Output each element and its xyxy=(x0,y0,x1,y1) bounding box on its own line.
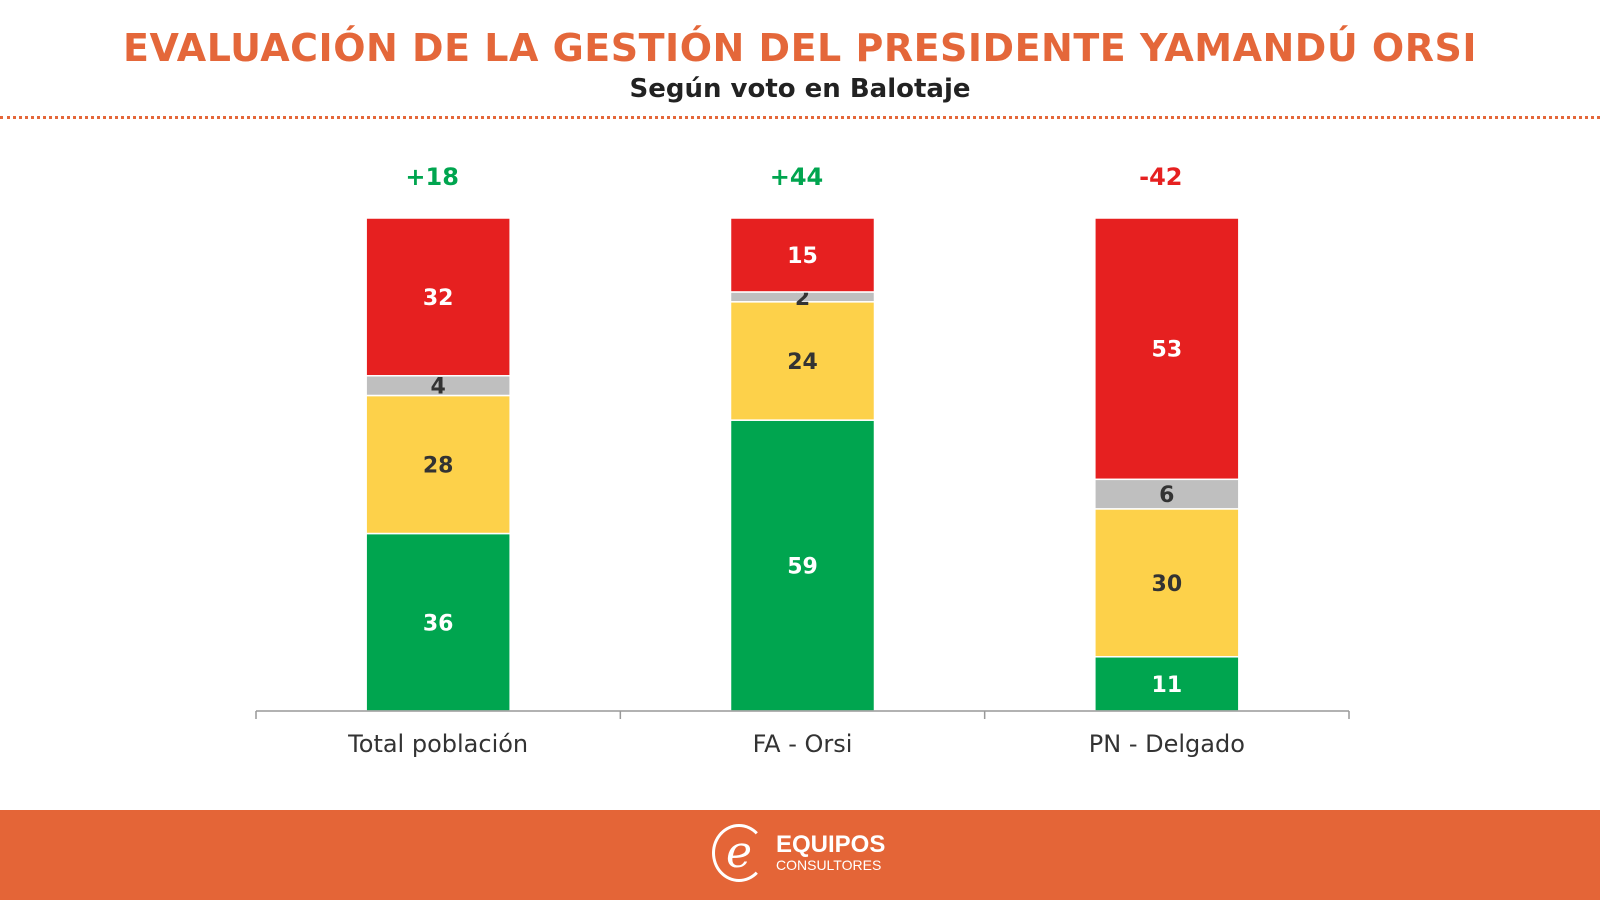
data-label: 11 xyxy=(1152,673,1183,698)
data-label: 6 xyxy=(1159,483,1174,508)
data-label: 15 xyxy=(787,244,818,269)
category-label: FA - Orsi xyxy=(753,730,853,758)
logo-e-icon: e xyxy=(712,824,766,882)
bar-segment xyxy=(1094,478,1240,510)
data-label: 24 xyxy=(787,350,818,375)
data-label: 28 xyxy=(423,454,454,479)
logo-line1: EQUIPOS xyxy=(776,831,886,858)
logo-line2: CONSULTORES xyxy=(776,857,882,873)
dotted-divider xyxy=(0,116,1600,119)
data-label: 59 xyxy=(787,555,818,580)
footer-bar: e EQUIPOS CONSULTORES xyxy=(0,810,1600,900)
bar-segment xyxy=(1094,656,1240,712)
data-label: 53 xyxy=(1152,338,1183,363)
data-label: 36 xyxy=(423,611,454,636)
category-label: PN - Delgado xyxy=(1089,730,1245,758)
net-label: +18 xyxy=(405,163,459,191)
bar-segment xyxy=(729,217,876,293)
net-label: +44 xyxy=(770,163,824,191)
data-label: 4 xyxy=(431,375,446,400)
data-label: 32 xyxy=(423,286,454,311)
category-label: Total población xyxy=(347,730,528,758)
page-subtitle: Según voto en Balotaje xyxy=(629,74,971,104)
bar-segment xyxy=(365,217,511,377)
bar-segment xyxy=(1094,217,1240,481)
page-title: EVALUACIÓN DE LA GESTIÓN DEL PRESIDENTE … xyxy=(123,26,1477,70)
net-label: -42 xyxy=(1139,163,1182,191)
bar-segment xyxy=(365,394,511,535)
equipos-logo: e EQUIPOS CONSULTORES xyxy=(712,824,885,882)
data-label: 30 xyxy=(1152,572,1183,597)
